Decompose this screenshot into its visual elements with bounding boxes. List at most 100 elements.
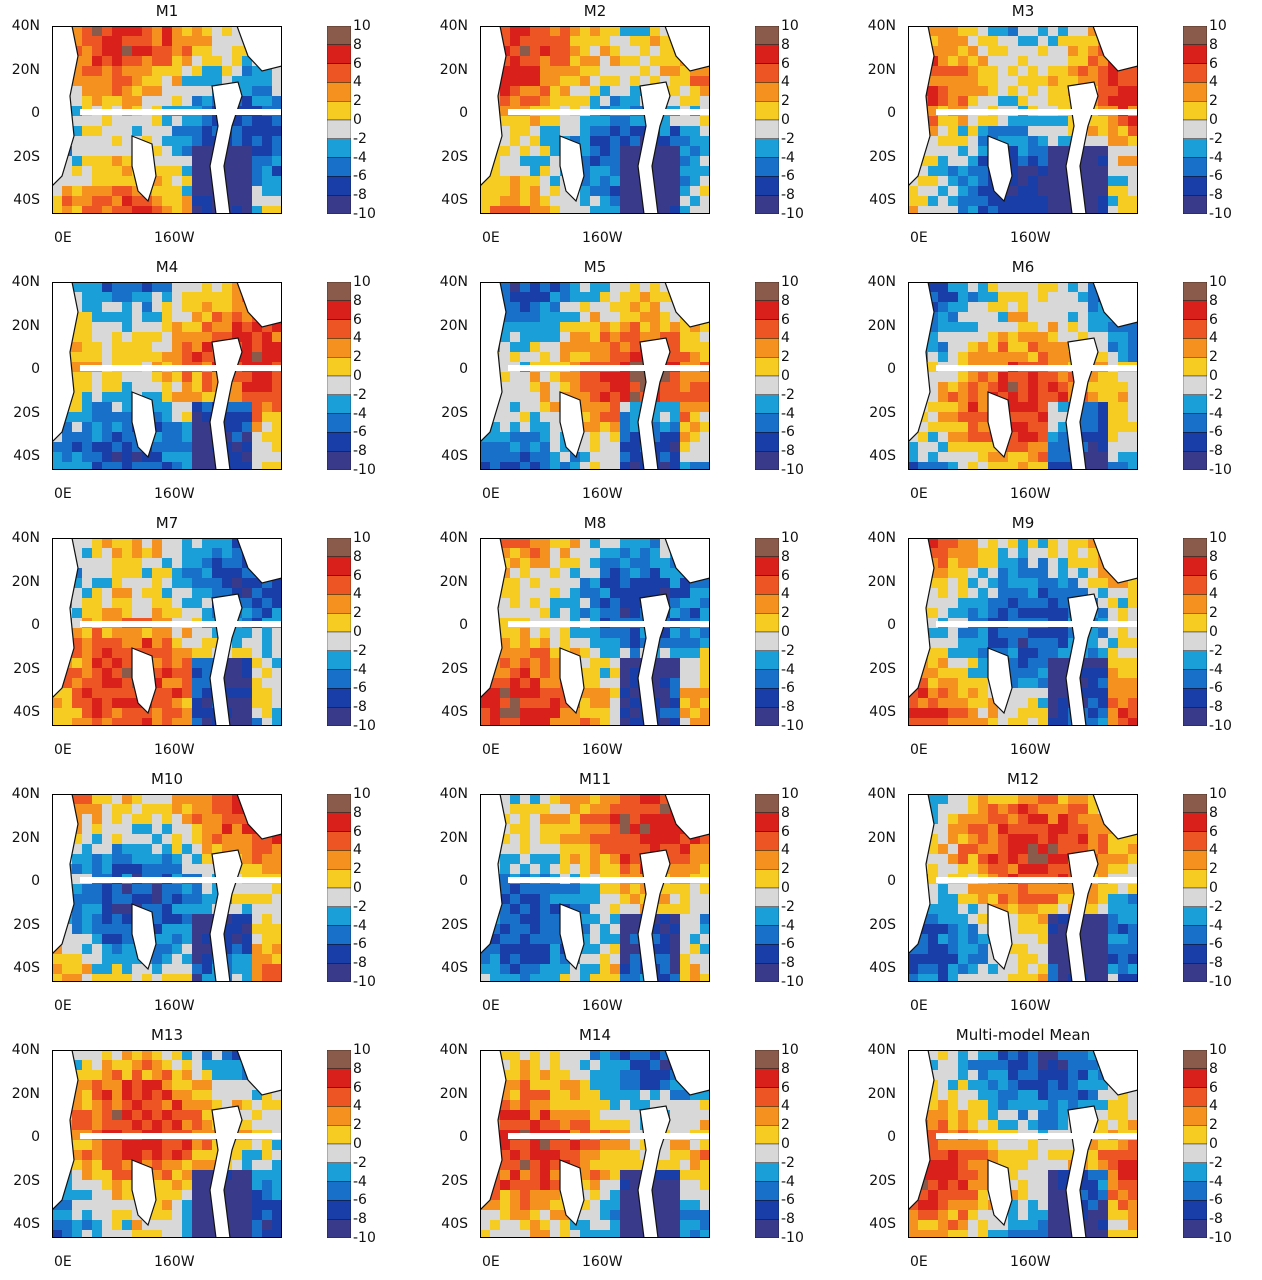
anomaly-cell: [152, 884, 163, 895]
anomaly-cell: [192, 844, 203, 855]
anomaly-cell: [112, 186, 123, 197]
anomaly-cell: [570, 206, 581, 214]
anomaly-cell: [590, 292, 601, 303]
anomaly-cell: [978, 688, 989, 699]
lat-tick-label: 20S: [441, 916, 468, 933]
anomaly-cell: [252, 382, 263, 393]
anomaly-cell: [1128, 352, 1138, 363]
anomaly-cell: [640, 36, 651, 47]
anomaly-cell: [630, 558, 641, 569]
anomaly-cell: [1018, 598, 1029, 609]
anomaly-cell: [1048, 452, 1059, 463]
anomaly-cell: [978, 86, 989, 97]
anomaly-cell: [1078, 538, 1089, 549]
colorbar-tick-label: 10: [1209, 274, 1227, 290]
anomaly-cell: [272, 608, 282, 619]
anomaly-cell: [520, 588, 531, 599]
anomaly-cell: [510, 292, 521, 303]
anomaly-cell: [610, 432, 621, 443]
anomaly-cell: [272, 974, 282, 982]
colorbar-tick-label: 10: [353, 18, 371, 34]
anomaly-cell: [938, 176, 949, 187]
anomaly-cell: [998, 382, 1009, 393]
anomaly-cell: [62, 432, 73, 443]
anomaly-cell: [690, 116, 701, 127]
anomaly-cell: [610, 412, 621, 423]
anomaly-cell: [580, 814, 591, 825]
anomaly-cell: [1088, 538, 1099, 549]
anomaly-cell: [530, 658, 541, 669]
anomaly-cell: [660, 698, 671, 709]
anomaly-cell: [580, 392, 591, 403]
anomaly-cell: [1118, 116, 1129, 127]
anomaly-cell: [142, 322, 153, 333]
anomaly-cell: [570, 608, 581, 619]
colorbar-tick-label: 6: [353, 311, 362, 328]
anomaly-cell: [162, 462, 173, 470]
anomaly-cell: [1078, 66, 1089, 77]
anomaly-cell: [1038, 342, 1049, 353]
anomaly-cell: [630, 864, 641, 875]
lat-tick-label: 40N: [439, 274, 468, 290]
anomaly-cell: [102, 196, 113, 207]
colorbar-tick-label: 8: [353, 292, 362, 309]
anomaly-cell: [262, 126, 273, 137]
anomaly-cell: [1038, 628, 1049, 639]
anomaly-cell: [968, 598, 979, 609]
colorbar-tick-label: 10: [353, 274, 371, 290]
anomaly-cell: [272, 698, 282, 709]
anomaly-cell: [670, 196, 681, 207]
lon-tick-label: 160W: [154, 742, 195, 758]
anomaly-cell: [620, 96, 631, 107]
colorbar-tick-label: 2: [353, 349, 362, 366]
anomaly-cell: [550, 322, 561, 333]
anomaly-cell: [252, 974, 263, 982]
anomaly-cell: [948, 608, 959, 619]
anomaly-cell: [570, 126, 581, 137]
anomaly-cell: [182, 136, 193, 147]
anomaly-cell: [510, 804, 521, 815]
anomaly-cell: [680, 688, 691, 699]
colorbar-tick-label: -8: [353, 187, 367, 204]
anomaly-cell: [550, 166, 561, 177]
anomaly-cell: [500, 688, 511, 699]
anomaly-cell: [670, 86, 681, 97]
anomaly-cell: [202, 698, 213, 709]
anomaly-cell: [132, 196, 143, 207]
anomaly-cell: [1008, 598, 1019, 609]
anomaly-cell: [690, 422, 701, 433]
anomaly-cell: [690, 698, 701, 709]
anomaly-cell: [580, 332, 591, 343]
anomaly-cell: [520, 352, 531, 363]
anomaly-cell: [262, 402, 273, 413]
anomaly-cell: [132, 96, 143, 107]
colorbar-tick-label: 0: [353, 880, 362, 896]
anomaly-cell: [630, 578, 641, 589]
anomaly-cell: [510, 372, 521, 383]
anomaly-cell: [1038, 36, 1049, 47]
anomaly-cell: [600, 864, 611, 875]
anomaly-cell: [162, 894, 173, 905]
anomaly-cell: [252, 894, 263, 905]
lat-tick-label: 20S: [441, 404, 468, 421]
anomaly-cell: [500, 176, 511, 187]
anomaly-cell: [1028, 36, 1039, 47]
anomaly-cell: [172, 206, 183, 214]
anomaly-cell: [530, 422, 541, 433]
anomaly-cell: [978, 56, 989, 67]
anomaly-cell: [650, 36, 661, 47]
anomaly-cell: [122, 884, 133, 895]
anomaly-cell: [222, 824, 233, 835]
anomaly-cell: [958, 452, 969, 463]
anomaly-cell: [988, 26, 999, 37]
anomaly-cell: [520, 698, 531, 709]
anomaly-cell: [1048, 678, 1059, 689]
anomaly-cell: [580, 136, 591, 147]
anomaly-cell: [92, 864, 103, 875]
anomaly-cell: [162, 86, 173, 97]
lat-tick-label: 40N: [11, 18, 40, 34]
anomaly-cell: [1118, 136, 1129, 147]
anomaly-cell: [690, 442, 701, 453]
colorbar-swatch: [1183, 82, 1207, 102]
anomaly-cell: [540, 176, 551, 187]
